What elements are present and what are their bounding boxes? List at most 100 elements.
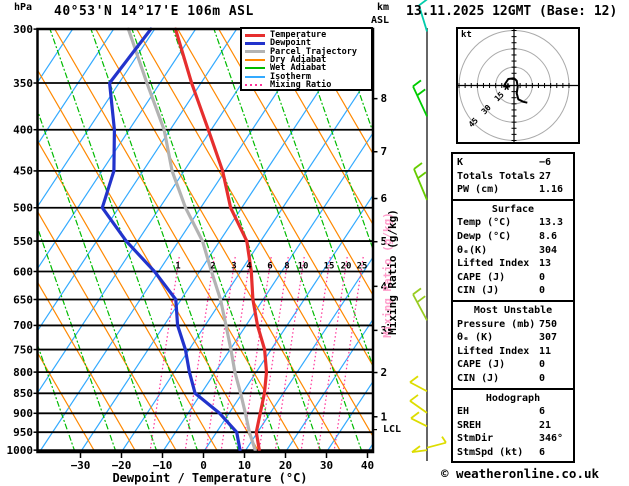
dewpoint-curve [100, 27, 242, 452]
legend-item-mixing-ratio: Mixing Ratio [245, 79, 371, 90]
wind-barb [410, 411, 428, 428]
legend-item-dry-adiabat: Dry Adiabat [245, 55, 371, 66]
index-label: Pressure (mb) [457, 318, 536, 330]
info-section-header: Surface [491, 203, 535, 215]
index-label: Temp (°C) [457, 217, 512, 229]
svg-text:4: 4 [246, 262, 252, 272]
svg-text:1000: 1000 [7, 444, 34, 457]
svg-text:−30: −30 [71, 459, 91, 472]
index-value: 307 [539, 332, 558, 344]
parcel-trajectory-curve [126, 27, 257, 452]
mixing-ratio-value-labels: 1 2 3 4 6 8 10 15 20 25 [175, 262, 367, 272]
svg-text:450: 450 [13, 165, 33, 178]
asl-axis-unit: ASL [371, 15, 390, 26]
svg-text:850: 850 [13, 387, 33, 400]
wind-barb [409, 394, 428, 414]
svg-text:20: 20 [279, 459, 292, 472]
svg-text:25: 25 [357, 262, 368, 272]
svg-text:500: 500 [13, 202, 33, 215]
index-row-dewp-c: Dewp (°C) 8.6 [453, 230, 573, 244]
wind-barb [418, 0, 428, 32]
index-row-k: θₑ (K) 307 [453, 331, 573, 345]
index-label: CAPE (J) [457, 271, 506, 283]
legend-item-isotherm: Isotherm [245, 71, 371, 82]
legend-item-label: Isotherm [270, 71, 311, 82]
index-label: K [457, 157, 464, 168]
hodograph-trace [503, 77, 528, 104]
index-row-cin-j: CIN (J) 0 [453, 372, 573, 386]
svg-text:550: 550 [13, 235, 33, 248]
index-value: 8.6 [539, 230, 558, 242]
info-section-indices: K −6 Totals Totals 27 PW (cm) 1.16 [453, 154, 573, 199]
svg-text:900: 900 [13, 407, 33, 420]
index-label: EH [457, 406, 470, 418]
index-value: 346° [539, 433, 564, 445]
svg-text:650: 650 [13, 293, 33, 306]
svg-text:8: 8 [284, 262, 289, 272]
svg-text:400: 400 [13, 124, 33, 137]
svg-text:300: 300 [13, 23, 33, 36]
legend-item-label: Dry Adiabat [270, 55, 327, 66]
svg-text:6: 6 [381, 192, 388, 205]
index-label: SREH [457, 419, 482, 431]
index-row-cape-j: CAPE (J) 0 [453, 271, 573, 285]
index-row-stmspd-kt: StmSpd (kt) 6 [453, 446, 573, 460]
index-value: 0 [539, 271, 546, 283]
svg-text:2: 2 [210, 262, 215, 272]
index-row-pressure-mb: Pressure (mb) 750 [453, 318, 573, 332]
wind-barb [409, 375, 428, 393]
svg-text:700: 700 [13, 319, 33, 332]
legend-swatch [245, 33, 265, 37]
svg-text:4: 4 [381, 280, 388, 293]
svg-text:−10: −10 [153, 459, 173, 472]
axis-labels: 3003504004505005506006507007508008509009… [7, 23, 388, 472]
legend-swatch [245, 83, 265, 86]
index-row-cin-j: CIN (J) 0 [453, 284, 573, 298]
svg-text:3: 3 [231, 262, 236, 272]
pressure-gridlines [37, 29, 373, 452]
station-title: 40°53'N 14°17'E 106m ASL [54, 4, 254, 19]
index-row-stmdir: StmDir 346° [453, 432, 573, 446]
index-row-lifted-index: Lifted Index 11 [453, 345, 573, 359]
svg-text:5: 5 [381, 235, 388, 248]
index-row-lifted-index: Lifted Index 13 [453, 257, 573, 271]
legend-swatch [245, 41, 265, 45]
svg-text:40: 40 [361, 459, 374, 472]
km-axis-unit: km [377, 2, 390, 13]
index-value: 304 [539, 244, 558, 256]
index-row-temp-c: Temp (°C) 13.3 [453, 216, 573, 230]
legend-swatch [245, 50, 265, 54]
index-value: 0 [539, 372, 546, 384]
index-value: 750 [539, 318, 558, 330]
svg-text:3: 3 [381, 324, 388, 337]
index-value: 13 [539, 258, 552, 270]
index-label: StmSpd (kt) [457, 446, 524, 458]
legend: Temperature Dewpoint Parcel Trajectory Dry … [240, 27, 373, 91]
index-value: 21 [539, 419, 552, 431]
wind-barb [412, 287, 428, 321]
legend-item-wet-adiabat: Wet Adiabat [245, 63, 371, 73]
svg-text:600: 600 [13, 265, 33, 278]
wind-barb [411, 445, 428, 454]
svg-text:800: 800 [13, 366, 33, 379]
svg-text:7: 7 [381, 145, 388, 158]
svg-text:10: 10 [238, 459, 251, 472]
legend-swatch [245, 67, 265, 70]
svg-text:350: 350 [13, 77, 33, 90]
index-label: Lifted Index [457, 345, 530, 357]
index-row-k: K −6 [453, 156, 573, 170]
index-value: 0 [539, 359, 546, 371]
info-section-header: Hodograph [485, 392, 541, 404]
legend-item-dewpoint: Dewpoint [245, 38, 371, 49]
index-value: 11 [539, 345, 552, 357]
legend-item-label: Dewpoint [270, 38, 311, 49]
legend-item-label: Mixing Ratio [270, 79, 332, 90]
svg-text:1: 1 [175, 262, 180, 272]
background-grid [37, 29, 373, 452]
run-datetime: 13.11.2025 12GMT (Base: 12) [406, 4, 618, 19]
index-value: 13.3 [539, 217, 564, 229]
index-row-sreh: SREH 21 [453, 419, 573, 433]
temperature-curve [173, 27, 269, 452]
